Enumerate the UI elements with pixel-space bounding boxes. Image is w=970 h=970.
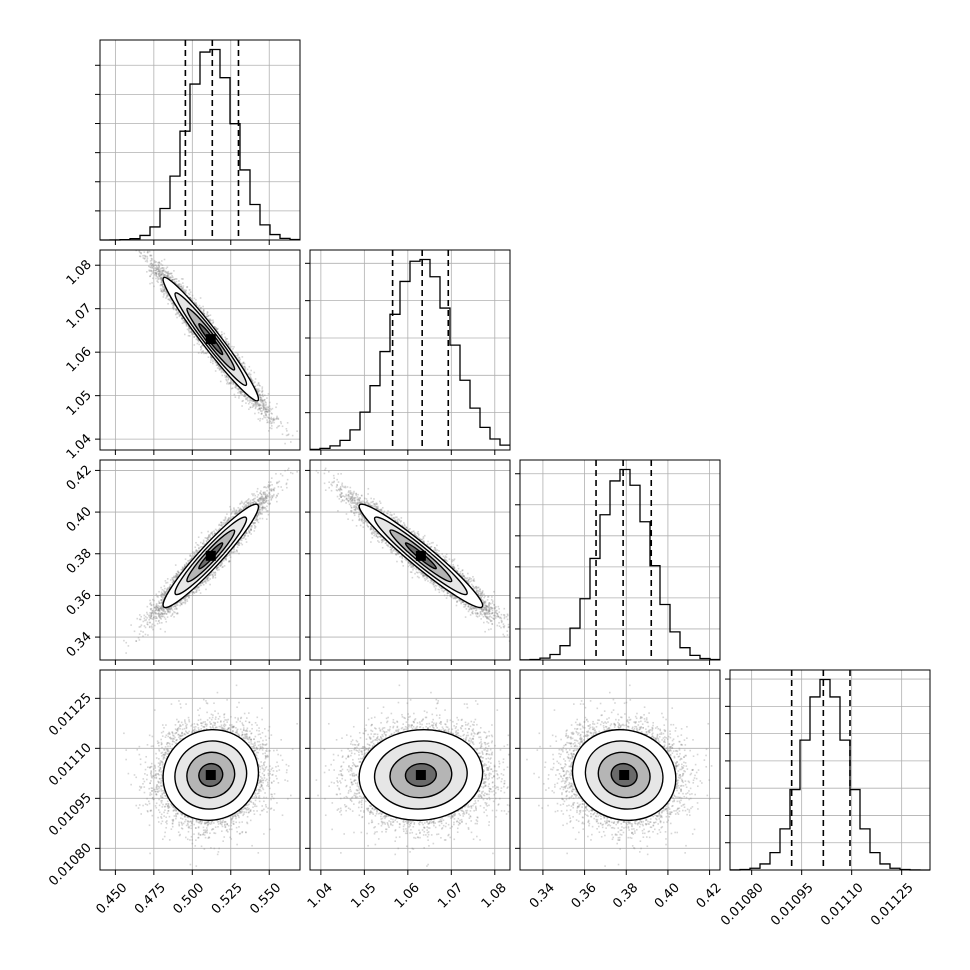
panel-content	[123, 467, 298, 654]
contour-line	[571, 728, 677, 822]
x-tick-label: 1.06	[392, 880, 423, 911]
panel-content	[315, 467, 510, 642]
y-tick-label: 0.42	[64, 463, 95, 494]
y-tick-label: 0.38	[64, 546, 95, 577]
y-tick-label: 0.01095	[46, 791, 95, 840]
contour-line	[358, 503, 484, 609]
contour-line	[610, 762, 638, 788]
x-tick-label: 0.01110	[818, 880, 867, 929]
panel-frame	[309, 459, 511, 661]
density-peak	[619, 770, 630, 780]
panel-1-1	[305, 249, 511, 455]
y-tick-label: 0.01125	[46, 691, 95, 740]
contour-line	[162, 276, 260, 402]
panel-3-3: 0.01080 0.01095 0.01110 0.01125	[718, 669, 931, 929]
x-tick-label: 0.42	[694, 880, 725, 911]
y-tick-label: 1.08	[64, 257, 95, 288]
y-tick-label: 0.34	[64, 629, 95, 660]
x-tick-label: 0.38	[610, 880, 641, 911]
panel-0-0	[95, 39, 301, 245]
panel-3-2: 0.34 0.36 0.38 0.40 0.42	[515, 669, 725, 912]
x-tick-label: 1.04	[305, 880, 336, 911]
contour-line	[162, 728, 260, 822]
contour-line	[174, 516, 248, 596]
histogram-step	[100, 48, 300, 241]
panel-frame	[519, 669, 721, 871]
density-peak	[415, 770, 426, 780]
y-tick-label: 1.06	[64, 344, 95, 375]
histogram-step	[310, 258, 510, 451]
contour-line	[186, 751, 236, 799]
density-peak	[205, 550, 216, 561]
panel-frame	[99, 249, 301, 451]
y-tick-label: 0.01080	[46, 841, 95, 890]
panel-frame	[309, 249, 511, 451]
x-tick-label: 0.01125	[868, 880, 917, 929]
x-tick-label: 0.475	[132, 880, 169, 917]
y-tick-label: 0.01110	[46, 741, 95, 790]
y-tick-label: 1.07	[64, 301, 95, 332]
y-tick-label: 0.36	[64, 588, 95, 619]
panel-1-0: 1.04 1.05 1.06 1.07 1.08	[64, 249, 301, 462]
x-tick-label: 0.450	[94, 880, 131, 917]
x-tick-label: 0.36	[569, 880, 600, 911]
x-tick-label: 1.07	[435, 880, 466, 911]
panel-2-2	[515, 459, 721, 665]
panel-frame	[309, 669, 511, 871]
panel-content	[123, 684, 298, 867]
x-tick-label: 0.525	[209, 880, 246, 917]
contour-line	[162, 503, 260, 609]
contour-line	[373, 740, 468, 810]
panel-frame	[519, 459, 721, 661]
contour-line	[584, 740, 664, 810]
histogram-step	[730, 678, 930, 871]
contour-line	[373, 516, 468, 596]
y-tick-label: 1.04	[64, 431, 95, 462]
panel-content	[526, 684, 713, 867]
panel-frame	[729, 669, 931, 871]
contour-line	[389, 751, 453, 799]
x-tick-label: 0.550	[247, 880, 284, 917]
panel-frame	[99, 39, 301, 241]
contour-line	[597, 751, 651, 799]
panel-3-1: 1.04 1.05 1.06 1.07 1.08	[305, 669, 511, 912]
x-tick-label: 0.34	[527, 880, 558, 911]
x-tick-label: 1.08	[479, 880, 510, 911]
y-tick-label: 0.40	[64, 504, 95, 535]
x-tick-label: 1.05	[348, 880, 379, 911]
density-peak	[415, 550, 426, 561]
y-tick-label: 1.05	[64, 388, 95, 419]
panel-content	[135, 250, 298, 445]
panel-2-1	[305, 459, 511, 665]
x-tick-label: 0.40	[652, 880, 683, 911]
x-tick-label: 0.500	[170, 880, 207, 917]
contour-line	[174, 292, 248, 387]
density-peak	[205, 334, 216, 345]
panel-2-0: 0.34 0.36 0.38 0.40 0.42	[64, 459, 301, 665]
panel-frame	[99, 669, 301, 871]
contour-line	[198, 762, 224, 788]
histogram-step	[520, 468, 720, 661]
x-tick-label: 0.01080	[718, 880, 767, 929]
density-peak	[205, 770, 216, 780]
panel-frame	[99, 459, 301, 661]
panel-content	[315, 684, 510, 867]
x-tick-label: 0.01095	[768, 880, 817, 929]
contour-line	[404, 762, 438, 788]
contour-line	[358, 728, 484, 822]
contour-line	[174, 740, 248, 810]
